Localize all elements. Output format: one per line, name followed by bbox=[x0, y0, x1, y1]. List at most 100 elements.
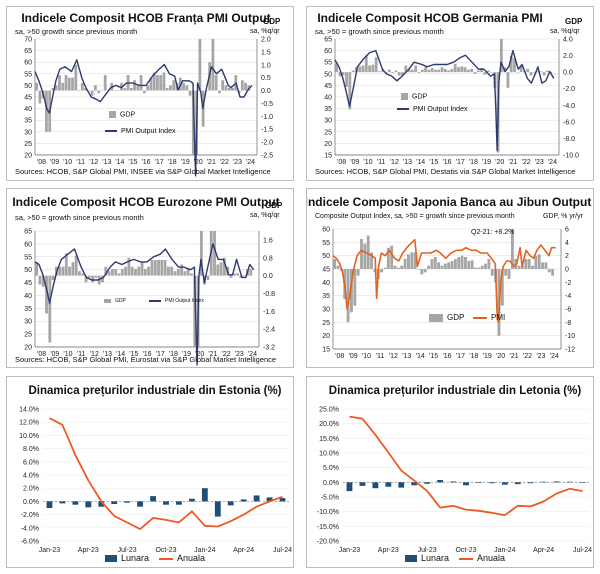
monthly-bar bbox=[398, 482, 405, 488]
y-axis-tick: 10.0% bbox=[19, 433, 39, 440]
right-axis-tick: 1.5 bbox=[261, 49, 271, 56]
right-axis-tick: -2 bbox=[565, 280, 571, 287]
gdp-bar bbox=[157, 260, 160, 276]
japan-pmi-chart: 605550454035302520156420-2-4-6-8-10-12'0… bbox=[322, 227, 575, 361]
gdp-bar bbox=[124, 266, 127, 276]
x-axis-label: '08 bbox=[337, 159, 346, 166]
gdp-bar bbox=[516, 72, 520, 73]
gdp-bar bbox=[211, 39, 215, 91]
right-axis-tick: 0.5 bbox=[261, 75, 271, 82]
panel-germany-pmi: 65 60 55 50 45 40 35 30 25 20 15 4.0 2.0 0.0 -2.0 -4.0 -… bbox=[306, 6, 594, 181]
x-axis-label: '12 bbox=[390, 159, 399, 166]
y-axis-tick: 12.0% bbox=[19, 420, 39, 427]
legend-gdp-label: GDP bbox=[412, 93, 428, 101]
x-axis-label: '24 bbox=[248, 351, 257, 358]
x-axis-label: '23 bbox=[235, 351, 244, 358]
y-axis-tick: 20.0% bbox=[319, 421, 339, 428]
legend-gdp: GDP bbox=[104, 298, 126, 304]
gdp-bar bbox=[507, 269, 511, 279]
gdp-bar bbox=[521, 265, 524, 269]
gdp-bar bbox=[185, 85, 189, 91]
gdp-bar bbox=[467, 69, 470, 73]
right-axis-tick: -0.5 bbox=[261, 101, 273, 108]
gdp-bar bbox=[240, 80, 244, 91]
gdp-bar bbox=[172, 80, 176, 91]
left-axis-tick: 60 bbox=[24, 241, 32, 248]
gdp-bar bbox=[374, 57, 378, 73]
legend-pmi: PMI Output Index bbox=[397, 106, 467, 113]
x-axis-label: '22 bbox=[523, 353, 532, 360]
gdp-bar bbox=[470, 260, 474, 269]
gdp-bar bbox=[547, 269, 551, 273]
right-axis-tick: 6 bbox=[565, 227, 569, 234]
gdp-bar bbox=[142, 90, 146, 94]
gdp-bar bbox=[537, 254, 541, 269]
right-axis-tick: -6 bbox=[565, 307, 571, 314]
x-axis-label: '13 bbox=[402, 353, 411, 360]
monthly-bar bbox=[150, 496, 156, 502]
x-axis-label: '10 bbox=[363, 159, 372, 166]
y-axis-tick: 14.0% bbox=[19, 407, 39, 414]
monthly-bar bbox=[411, 482, 418, 486]
y-axis-tick: 8.0% bbox=[23, 446, 39, 453]
gdp-bar bbox=[341, 72, 345, 76]
pmi-line bbox=[334, 49, 555, 152]
gdp-bar bbox=[434, 69, 437, 73]
right-axis-tick: 2.0 bbox=[563, 53, 573, 60]
gdp-bar bbox=[345, 72, 348, 88]
gdp-bar bbox=[156, 75, 159, 91]
left-axis-tick: 50 bbox=[322, 253, 330, 260]
gdp-bar bbox=[58, 266, 62, 276]
x-axis-label: '14 bbox=[416, 353, 425, 360]
x-axis-label: '16 bbox=[141, 159, 150, 166]
right-axis-tick: -0.8 bbox=[263, 291, 275, 298]
right-axis-tick: -8 bbox=[565, 320, 571, 327]
x-axis-label: '21 bbox=[508, 159, 517, 166]
monthly-bar bbox=[176, 501, 182, 505]
gdp-bar bbox=[531, 265, 534, 269]
x-axis-label: '09 bbox=[50, 159, 59, 166]
gdp-bar bbox=[368, 65, 371, 73]
gdp-bar bbox=[453, 63, 457, 73]
gdp-bar bbox=[433, 257, 437, 269]
x-axis-label: '10 bbox=[63, 351, 72, 358]
x-axis-label: '13 bbox=[103, 351, 112, 358]
gdp-bar bbox=[427, 265, 430, 269]
gdp-bar bbox=[338, 72, 342, 77]
x-axis-label: '09 bbox=[349, 353, 358, 360]
gdp-bar bbox=[346, 269, 350, 323]
gdp-bar bbox=[407, 254, 410, 269]
chart-subtitle: Composite Output Index, sa, >50 = growth… bbox=[315, 213, 515, 220]
right-axis-tick: 0.0 bbox=[261, 88, 271, 95]
gdp-bar bbox=[450, 68, 454, 73]
legend-anuala: Anuala bbox=[459, 553, 505, 563]
gdp-bar bbox=[526, 68, 530, 73]
gdp-bar bbox=[393, 265, 397, 269]
gdp-bar bbox=[100, 90, 104, 92]
gdp-bar bbox=[74, 255, 78, 276]
gdp-bar bbox=[335, 63, 339, 73]
legend-pmi-label: PMI bbox=[491, 313, 506, 322]
gdp-bar bbox=[506, 72, 510, 88]
gdp-bar bbox=[504, 269, 508, 276]
gdp-bar bbox=[380, 269, 384, 273]
gdp-bar bbox=[45, 275, 48, 314]
right-axis-tick: -3.2 bbox=[263, 345, 275, 352]
monthly-bar bbox=[253, 495, 260, 502]
y-axis-tick: 15.0% bbox=[319, 436, 339, 443]
x-axis-label: '08 bbox=[37, 159, 46, 166]
right-axis-label: GDP bbox=[565, 17, 583, 26]
y-axis-tick: -20.0% bbox=[317, 539, 339, 546]
monthly-bar bbox=[214, 501, 221, 517]
y-axis-tick: 5.0% bbox=[323, 465, 339, 472]
gdp-bar bbox=[35, 262, 39, 276]
left-axis-tick: 40 bbox=[322, 280, 330, 287]
left-axis-tick: 25 bbox=[24, 141, 32, 148]
legend-lunara-label: Lunara bbox=[421, 553, 450, 563]
chart-title: Indicele Composit Japonia Banca au Jibun… bbox=[306, 195, 592, 209]
eurozone-pmi-chart: 65 60 55 50 45 40 35 30 25 20 1.6 0.8 0.0 -0.8 -1.6 -2.… bbox=[24, 229, 275, 366]
monthly-bar bbox=[540, 481, 547, 483]
left-axis-tick: 50 bbox=[324, 71, 332, 78]
gdp-bar bbox=[348, 72, 352, 110]
x-axis-label: '23 bbox=[535, 159, 544, 166]
